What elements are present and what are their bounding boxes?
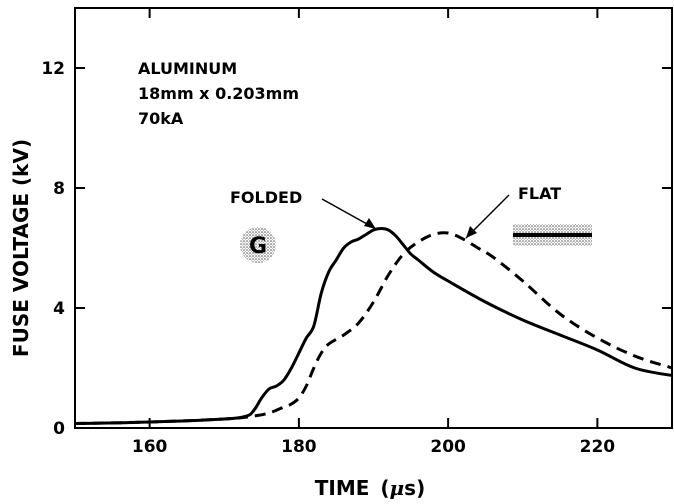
annotation-material: ALUMINUM <box>138 59 237 78</box>
y-axis-title: FUSE VOLTAGE (kV) <box>9 139 33 357</box>
flat-arrow <box>465 194 510 239</box>
x-axis-title-text: TIME <box>315 476 370 500</box>
y-tick-label: 12 <box>41 59 65 79</box>
x-axis-title-close: ) <box>416 476 425 500</box>
folded-label: FOLDED <box>230 188 302 207</box>
x-axis-title-mu: μ <box>390 476 405 500</box>
series-line-folded <box>74 227 673 425</box>
flat-label: FLAT <box>518 184 561 203</box>
folded-fuse-icon: G <box>240 227 276 263</box>
annotation-current: 70kA <box>138 109 184 128</box>
x-axis-title-unit: s <box>404 476 416 500</box>
x-tick-label: 200 <box>430 437 466 457</box>
series-line-flat <box>74 231 673 425</box>
ticks: 160 180 200 220 0 4 8 12 <box>41 8 672 457</box>
x-tick-label: 220 <box>580 437 616 457</box>
y-tick-label: 8 <box>53 179 65 199</box>
folded-fuse-icon-letter: G <box>249 234 267 259</box>
flat-fuse-icon <box>513 224 592 246</box>
plot-frame <box>74 7 673 429</box>
x-axis-title-open: ( <box>380 476 389 500</box>
y-tick-label: 0 <box>53 419 65 439</box>
x-tick-label: 180 <box>281 437 317 457</box>
y-tick-label: 4 <box>53 299 65 319</box>
folded-arrow <box>321 198 377 230</box>
annotation-dimensions: 18mm x 0.203mm <box>138 84 299 103</box>
series-layer <box>74 227 673 425</box>
x-axis-title: TIME (μs) <box>315 476 425 500</box>
x-tick-label: 160 <box>132 437 168 457</box>
axes <box>74 7 673 429</box>
